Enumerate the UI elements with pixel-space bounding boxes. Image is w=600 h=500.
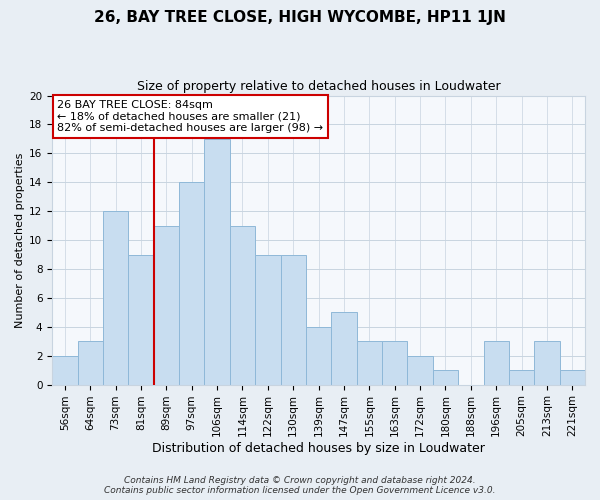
Bar xyxy=(255,254,281,384)
Bar xyxy=(128,254,154,384)
Bar xyxy=(356,341,382,384)
Bar xyxy=(306,327,331,384)
Bar xyxy=(103,211,128,384)
Bar xyxy=(77,341,103,384)
Bar xyxy=(484,341,509,384)
Bar xyxy=(433,370,458,384)
Bar xyxy=(52,356,77,384)
Bar xyxy=(509,370,534,384)
Bar xyxy=(230,226,255,384)
Bar xyxy=(154,226,179,384)
Bar xyxy=(407,356,433,384)
Text: 26 BAY TREE CLOSE: 84sqm
← 18% of detached houses are smaller (21)
82% of semi-d: 26 BAY TREE CLOSE: 84sqm ← 18% of detach… xyxy=(58,100,323,133)
Bar xyxy=(534,341,560,384)
Bar xyxy=(205,139,230,384)
X-axis label: Distribution of detached houses by size in Loudwater: Distribution of detached houses by size … xyxy=(152,442,485,455)
Text: 26, BAY TREE CLOSE, HIGH WYCOMBE, HP11 1JN: 26, BAY TREE CLOSE, HIGH WYCOMBE, HP11 1… xyxy=(94,10,506,25)
Title: Size of property relative to detached houses in Loudwater: Size of property relative to detached ho… xyxy=(137,80,500,93)
Y-axis label: Number of detached properties: Number of detached properties xyxy=(15,152,25,328)
Text: Contains HM Land Registry data © Crown copyright and database right 2024.
Contai: Contains HM Land Registry data © Crown c… xyxy=(104,476,496,495)
Bar xyxy=(382,341,407,384)
Bar xyxy=(331,312,356,384)
Bar xyxy=(281,254,306,384)
Bar xyxy=(179,182,205,384)
Bar xyxy=(560,370,585,384)
